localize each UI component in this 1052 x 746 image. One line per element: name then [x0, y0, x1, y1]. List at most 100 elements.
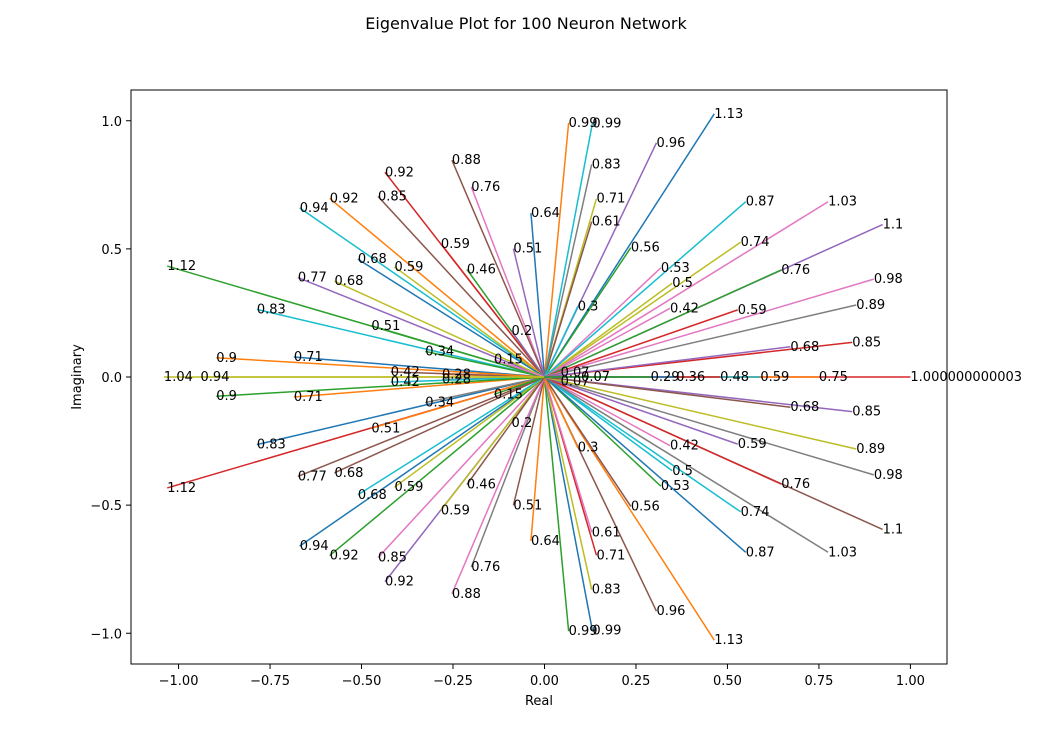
- eigenvalue-line: [530, 376, 546, 542]
- eigenvalue-line: [544, 269, 782, 378]
- eigenvalue-label: 0.64: [531, 206, 560, 221]
- x-tick-label: 1.00: [896, 674, 925, 689]
- data-labels: 1.0000000000031.131.130.990.990.990.990.…: [164, 107, 1022, 648]
- eigenvalue-label: 0.99: [569, 116, 598, 131]
- eigenvalue-label: 0.71: [596, 548, 625, 563]
- x-tick-label: −0.75: [250, 674, 290, 689]
- eigenvalue-label: 0.56: [631, 499, 660, 514]
- y-tick-label: 0.5: [101, 243, 122, 258]
- eigenvalue-label: 0.99: [569, 624, 598, 639]
- eigenvalue-line: [256, 308, 545, 378]
- eigenvalue-label: 0.07: [561, 374, 590, 389]
- eigenvalue-label: 0.83: [257, 302, 286, 317]
- eigenvalue-line: [544, 278, 875, 378]
- eigenvalue-line: [544, 376, 791, 408]
- eigenvalue-line: [293, 356, 545, 378]
- eigenvalue-label: 0.76: [471, 560, 500, 575]
- eigenvalue-line: [544, 282, 673, 378]
- eigenvalue-label: 0.88: [452, 153, 481, 168]
- eigenvalue-label: 0.85: [378, 551, 407, 566]
- eigenvalue-line: [543, 201, 747, 378]
- eigenvalue-line: [357, 258, 545, 378]
- eigenvalue-label: 0.87: [746, 195, 775, 210]
- eigenvalue-line: [544, 376, 738, 445]
- eigenvalue-label: 0.76: [471, 180, 500, 195]
- eigenvalue-line: [297, 276, 545, 378]
- eigenvalue-line: [371, 376, 545, 429]
- y-axis-ticks: −1.0 −0.5 0.0 0.5 1.0: [90, 115, 131, 642]
- eigenvalue-label: 0.87: [746, 545, 775, 560]
- eigenvalue-line: [543, 247, 632, 378]
- eigenvalue-label: 0.92: [385, 165, 414, 180]
- eigenvalue-line: [543, 221, 593, 378]
- eigenvalue-line: [334, 280, 545, 378]
- eigenvalue-label: 1.03: [828, 195, 857, 210]
- eigenvalue-line: [329, 376, 545, 557]
- eigenvalue-line: [299, 207, 545, 378]
- eigenvalue-label: 0.42: [391, 365, 420, 380]
- eigenvalue-label: 0.34: [425, 344, 454, 359]
- eigenvalue-line: [543, 376, 593, 533]
- eigenvalue-label: 0.59: [394, 260, 423, 275]
- eigenvalue-line: [510, 376, 546, 424]
- eigenvalue-line: [394, 376, 545, 488]
- eigenvalue-line: [470, 186, 546, 378]
- eigenvalue-label: 0.74: [741, 235, 770, 250]
- x-axis-label: Real: [525, 694, 553, 709]
- eigenvalue-line: [493, 358, 545, 378]
- eigenvalue-label: 0.68: [334, 274, 363, 289]
- eigenvalue-label: 0.85: [378, 189, 407, 204]
- eigenvalue-label: 0.85: [852, 335, 881, 350]
- eigenvalue-line: [543, 267, 662, 378]
- eigenvalue-line: [334, 376, 545, 474]
- eigenvalue-line: [512, 376, 546, 506]
- y-tick-label: 0.0: [101, 371, 122, 386]
- eigenvalue-label: 0.07: [581, 370, 610, 385]
- eigenvalue-line: [543, 376, 662, 487]
- x-tick-label: −0.50: [342, 674, 382, 689]
- y-tick-label: −1.0: [90, 627, 122, 642]
- series-lines: [163, 113, 911, 641]
- eigenvalue-line: [470, 376, 546, 568]
- eigenvalue-label: 0.83: [592, 583, 621, 598]
- eigenvalue-line: [440, 376, 546, 511]
- eigenvalue-label: 0.77: [298, 271, 327, 286]
- eigenvalue-label: 0.92: [330, 191, 359, 206]
- eigenvalue-line: [543, 122, 570, 378]
- eigenvalue-label: 0.5: [672, 464, 693, 479]
- eigenvalue-label: 0.96: [656, 136, 685, 151]
- eigenvalue-label: 0.15: [494, 353, 523, 368]
- eigenvalue-label: 0.34: [425, 396, 454, 411]
- eigenvalue-label: 0.53: [661, 479, 690, 494]
- eigenvalue-line: [544, 346, 791, 378]
- eigenvalue-line: [543, 376, 579, 449]
- eigenvalue-label: 0.68: [358, 488, 387, 503]
- eigenvalue-line: [543, 376, 715, 641]
- eigenvalue-line: [544, 376, 673, 472]
- eigenvalue-label: 0.89: [856, 298, 885, 313]
- eigenvalue-line: [543, 376, 593, 590]
- eigenvalue-line: [512, 248, 546, 378]
- x-tick-label: 0.00: [530, 674, 559, 689]
- eigenvalue-line: [329, 197, 545, 378]
- y-axis-label: Imaginary: [70, 344, 85, 410]
- eigenvalue-line: [297, 376, 545, 478]
- eigenvalue-label: 0.29: [651, 370, 680, 385]
- eigenvalue-label: 0.99: [592, 116, 621, 131]
- eigenvalue-label: 0.74: [741, 505, 770, 520]
- x-tick-label: 0.25: [621, 674, 650, 689]
- eigenvalue-label: 0.64: [531, 534, 560, 549]
- eigenvalue-line: [544, 376, 742, 513]
- eigenvalue-label: 0.94: [300, 539, 329, 554]
- eigenvalue-label: 0.3: [578, 441, 599, 456]
- eigenvalue-label: 1.03: [828, 545, 857, 560]
- eigenvalue-label: 0.36: [676, 370, 705, 385]
- eigenvalue-label: 0.71: [294, 350, 323, 365]
- eigenvalue-label: 0.92: [385, 575, 414, 590]
- eigenvalue-label: 0.94: [201, 370, 230, 385]
- eigenvalue-label: 0.92: [330, 549, 359, 564]
- eigenvalue-line: [544, 376, 829, 553]
- eigenvalue-label: 0.59: [738, 437, 767, 452]
- eigenvalue-line: [299, 376, 545, 547]
